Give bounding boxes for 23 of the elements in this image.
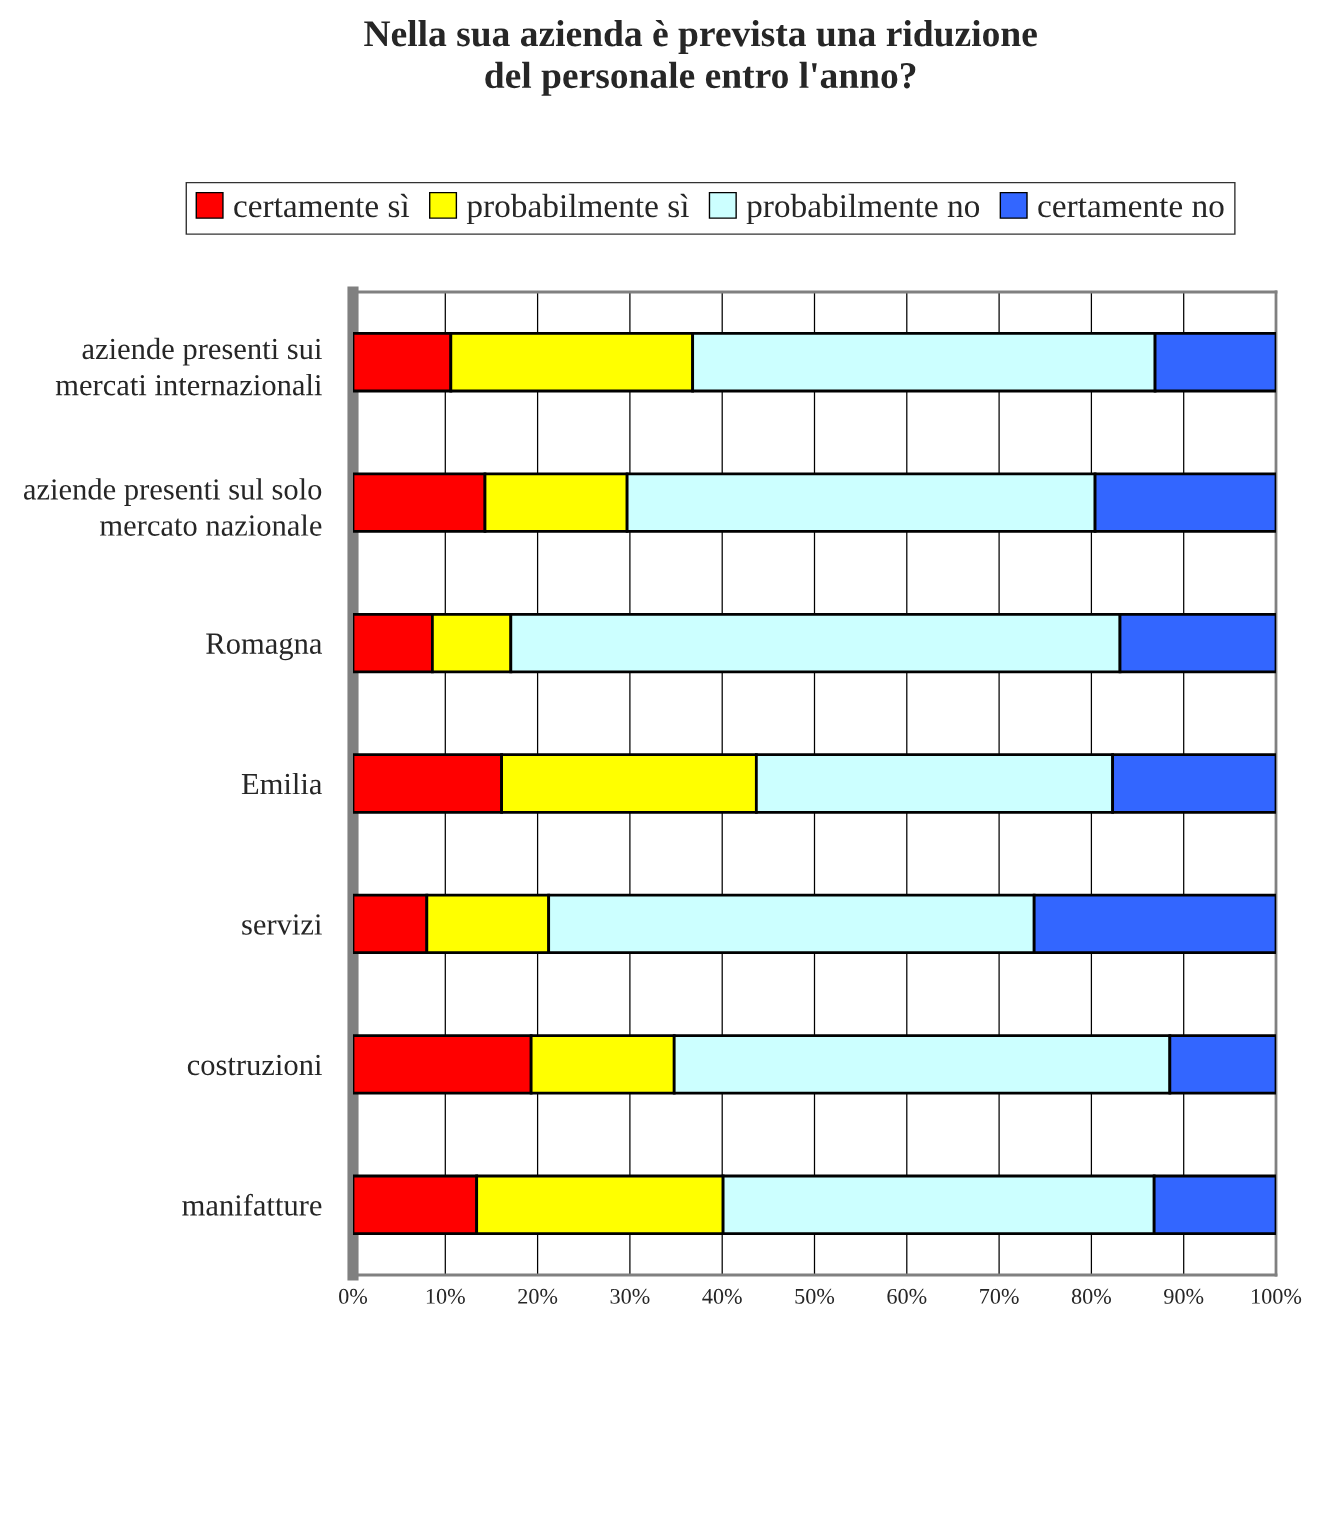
x-tick-label: 0% bbox=[339, 1288, 368, 1304]
x-tick-label: 80% bbox=[1071, 1288, 1112, 1304]
y-tick-label: Romagna bbox=[206, 633, 323, 661]
x-tick-label: 60% bbox=[887, 1288, 927, 1304]
x-tick-label: 50% bbox=[795, 1288, 835, 1304]
y-tick-label: aziende presenti sui mercati internazionali bbox=[55, 337, 322, 396]
x-tick-label: 20% bbox=[518, 1288, 558, 1304]
chart-title: Nella sua azienda è prevista una riduzione del personale entro l'anno? bbox=[364, 20, 1037, 96]
x-tick-label: 10% bbox=[426, 1288, 465, 1304]
x-tick-label: 70% bbox=[980, 1288, 1019, 1304]
y-tick-label: aziende presenti sul solo mercato nazionale bbox=[23, 478, 322, 536]
y-tick-label: manifatture bbox=[182, 1193, 322, 1216]
y-tick-label: costruzioni bbox=[187, 1054, 322, 1076]
legend-label: certamente sì bbox=[234, 193, 410, 218]
legend-label: probabilmente sì bbox=[466, 193, 689, 225]
x-tick-label: 100% bbox=[1252, 1288, 1302, 1304]
x-tick-label: 40% bbox=[702, 1288, 742, 1304]
x-tick-label: 30% bbox=[610, 1288, 650, 1304]
legend-label: probabilmente no bbox=[746, 193, 980, 225]
y-tick-label: servizi bbox=[242, 914, 322, 935]
x-tick-label: 90% bbox=[1164, 1288, 1204, 1304]
y-tick-label: Emilia bbox=[241, 772, 323, 795]
legend-label: certamente no bbox=[1038, 198, 1224, 218]
